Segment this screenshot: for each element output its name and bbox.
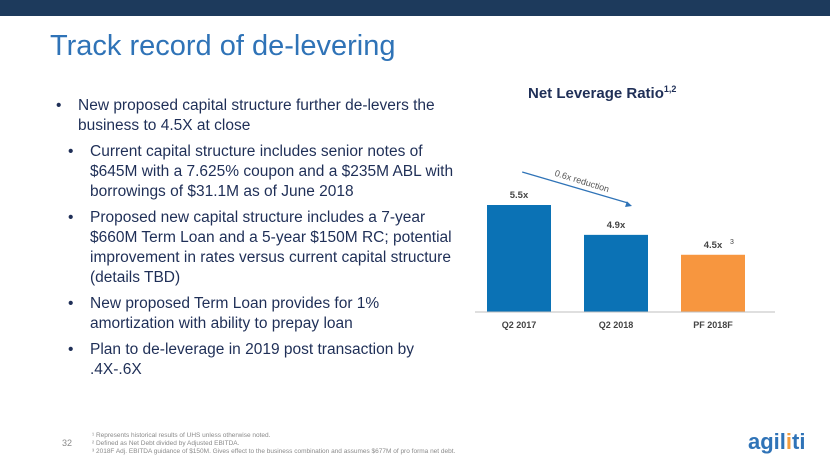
agiliti-logo: agiliti bbox=[748, 429, 805, 455]
category-label-3: PF 2018F bbox=[693, 320, 733, 330]
reduction-arrow-head bbox=[625, 201, 632, 208]
chart-title-text: Net Leverage Ratio bbox=[528, 85, 664, 102]
data-label-2: 4.9x bbox=[607, 220, 626, 231]
logo-text-accent: i bbox=[785, 429, 793, 454]
logo-text-end: ti bbox=[792, 429, 806, 454]
bar-2 bbox=[584, 234, 648, 312]
sub-bullet-item: New proposed Term Loan provides for 1% a… bbox=[56, 294, 456, 334]
footnotes: ¹ Represents historical results of UHS u… bbox=[92, 432, 455, 456]
chart-title: Net Leverage Ratio1,2 bbox=[528, 84, 676, 102]
category-label-1: Q2 2017 bbox=[502, 320, 537, 330]
sub-bullet-item: Plan to de-leverage in 2019 post transac… bbox=[56, 340, 456, 380]
footnote-3: ³ 2018F Adj. EBITDA guidance of $150M. G… bbox=[92, 448, 456, 455]
bullet-item: New proposed capital structure further d… bbox=[56, 96, 456, 136]
data-label-superscript-3: 3 bbox=[730, 239, 734, 246]
footnote-2: ² Defined as Net Debt divided by Adjuste… bbox=[92, 440, 240, 447]
reduction-annotation: 0.6x reduction bbox=[554, 168, 611, 194]
sub-bullet-item: Proposed new capital structure includes … bbox=[56, 208, 456, 288]
category-label-2: Q2 2018 bbox=[599, 320, 634, 330]
bar-1 bbox=[487, 205, 551, 312]
page-title: Track record of de-levering bbox=[50, 30, 396, 62]
top-banner bbox=[0, 0, 830, 16]
bar-chart: 0.6x reduction 5.5x Q2 2017 4.9x Q2 2018 4.5x… bbox=[475, 168, 775, 330]
footnote-1: ¹ Represents historical results of UHS u… bbox=[92, 432, 271, 439]
chart-title-superscript: 1,2 bbox=[663, 84, 677, 94]
logo-text-main: agil bbox=[748, 429, 786, 454]
reduction-arrow-line bbox=[522, 171, 629, 204]
data-label-3: 4.5x bbox=[704, 240, 723, 251]
data-label-1: 5.5x bbox=[510, 190, 529, 201]
sub-bullet-item: Current capital structure includes senio… bbox=[56, 142, 456, 202]
page-number: 32 bbox=[62, 438, 73, 448]
bullet-list: New proposed capital structure further d… bbox=[56, 96, 456, 386]
bar-3 bbox=[681, 254, 745, 312]
